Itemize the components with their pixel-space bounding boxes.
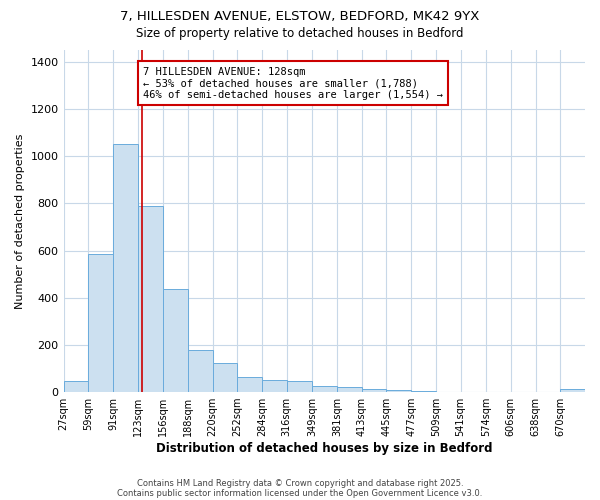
Text: 7, HILLESDEN AVENUE, ELSTOW, BEDFORD, MK42 9YX: 7, HILLESDEN AVENUE, ELSTOW, BEDFORD, MK… bbox=[121, 10, 479, 23]
Bar bbox=[113, 144, 138, 392]
Bar bbox=[212, 362, 238, 392]
Bar bbox=[560, 390, 585, 392]
Bar bbox=[386, 390, 411, 392]
Bar bbox=[362, 388, 386, 392]
Bar bbox=[163, 290, 188, 392]
Bar bbox=[411, 391, 436, 392]
Bar bbox=[287, 382, 312, 392]
Y-axis label: Number of detached properties: Number of detached properties bbox=[15, 134, 25, 308]
Bar bbox=[238, 376, 262, 392]
Bar bbox=[262, 380, 287, 392]
Bar bbox=[138, 206, 163, 392]
Text: 7 HILLESDEN AVENUE: 128sqm
← 53% of detached houses are smaller (1,788)
46% of s: 7 HILLESDEN AVENUE: 128sqm ← 53% of deta… bbox=[143, 66, 443, 100]
Bar bbox=[337, 387, 362, 392]
Bar bbox=[312, 386, 337, 392]
Text: Size of property relative to detached houses in Bedford: Size of property relative to detached ho… bbox=[136, 28, 464, 40]
Text: Contains public sector information licensed under the Open Government Licence v3: Contains public sector information licen… bbox=[118, 488, 482, 498]
X-axis label: Distribution of detached houses by size in Bedford: Distribution of detached houses by size … bbox=[156, 442, 493, 455]
Bar bbox=[88, 254, 113, 392]
Text: Contains HM Land Registry data © Crown copyright and database right 2025.: Contains HM Land Registry data © Crown c… bbox=[137, 478, 463, 488]
Bar bbox=[64, 382, 88, 392]
Bar bbox=[188, 350, 212, 392]
